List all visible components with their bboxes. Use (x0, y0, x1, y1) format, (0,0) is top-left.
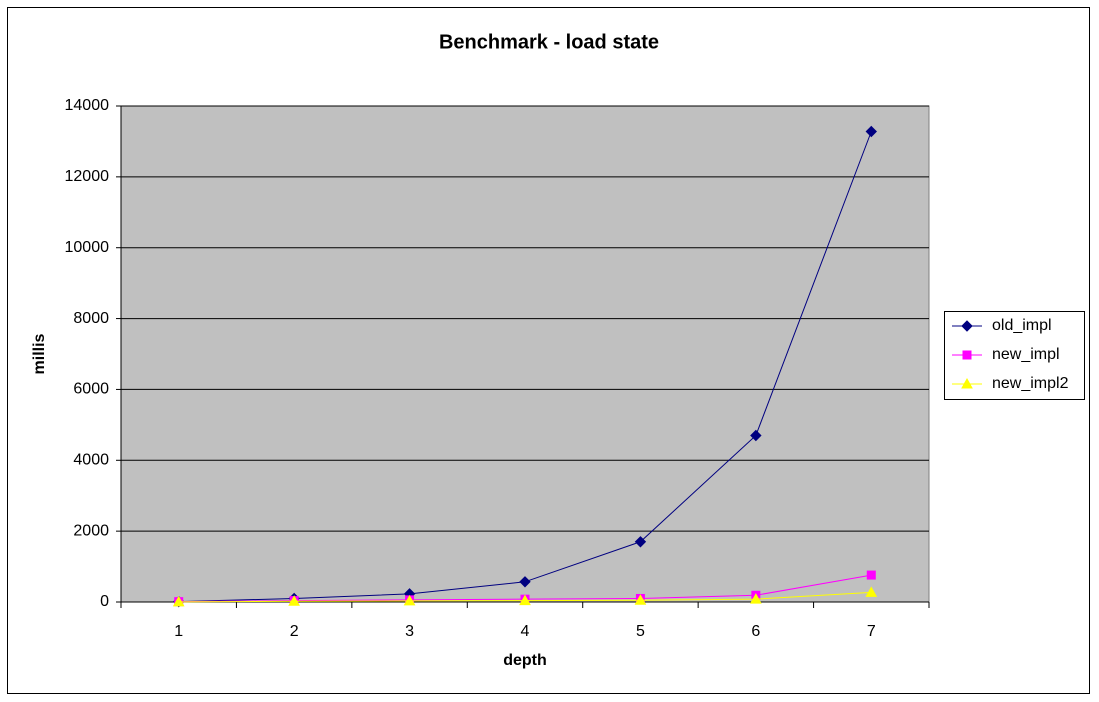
y-tick-label: 14000 (65, 97, 110, 114)
data-point (288, 595, 300, 606)
legend-marker (962, 350, 972, 360)
y-tick-label: 12000 (65, 168, 110, 185)
x-axis-label: depth (503, 652, 547, 669)
y-tick-label: 0 (100, 593, 109, 610)
x-tick-label: 3 (405, 623, 414, 640)
data-point (634, 536, 647, 548)
x-tick-label: 5 (636, 623, 645, 640)
data-point (865, 125, 877, 138)
x-tick-label: 1 (174, 623, 183, 640)
data-point (866, 570, 876, 580)
x-tick-label: 4 (521, 623, 530, 640)
legend-label: old_impl (992, 317, 1052, 334)
x-tick-label: 6 (751, 623, 760, 640)
data-point (519, 594, 531, 606)
y-tick-label: 4000 (73, 452, 109, 469)
plot-area (120, 105, 930, 603)
y-tick-label: 2000 (73, 522, 109, 539)
chart-title: Benchmark - load state (439, 31, 659, 53)
data-point (750, 429, 762, 442)
data-point (519, 576, 531, 588)
legend-label: new_impl (992, 346, 1060, 363)
y-tick-label: 8000 (73, 310, 109, 327)
data-point (865, 586, 878, 597)
data-point (172, 595, 185, 607)
legend-marker (961, 377, 973, 389)
data-point (403, 594, 416, 606)
y-tick-label: 10000 (65, 239, 110, 256)
legend-marker (961, 320, 973, 332)
y-axis-label: millis (31, 333, 48, 374)
x-tick-label: 2 (290, 623, 299, 640)
x-tick-label: 7 (867, 623, 876, 640)
y-tick-label: 6000 (73, 381, 109, 398)
legend-label: new_impl2 (992, 375, 1069, 392)
data-point (750, 593, 762, 604)
data-point (634, 594, 647, 605)
